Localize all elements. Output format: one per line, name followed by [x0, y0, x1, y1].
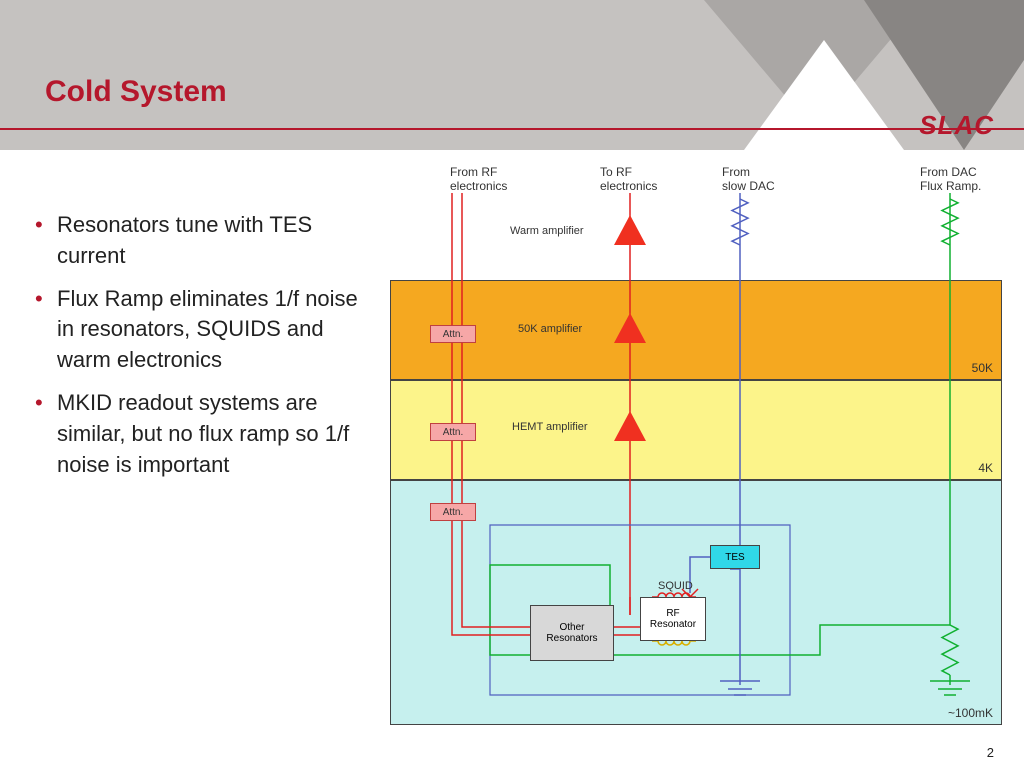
bullet-item: Flux Ramp eliminates 1/f noise in resona… — [35, 284, 375, 376]
attenuator: Attn. — [430, 423, 476, 441]
header-divider — [0, 128, 1024, 130]
slac-logo: SLAC — [919, 110, 994, 141]
other-resonators-box: Other Resonators — [530, 605, 614, 661]
rf-resonator-box: RF Resonator — [640, 597, 706, 641]
amplifier-icon — [614, 215, 646, 245]
attenuator: Attn. — [430, 503, 476, 521]
cold-system-diagram: 50K4K~100mKFrom RF electronicsTo RF elec… — [390, 165, 1002, 740]
header-triangle-decoration — [744, 40, 904, 150]
amplifier-label: HEMT amplifier — [512, 421, 588, 433]
amplifier-icon — [614, 313, 646, 343]
diagram-wires — [390, 165, 1002, 740]
amplifier-icon — [614, 411, 646, 441]
squid-label: SQUID — [658, 580, 693, 592]
signal-label: From DAC Flux Ramp. — [920, 165, 981, 194]
amplifier-label: Warm amplifier — [510, 225, 584, 237]
tes-box: TES — [710, 545, 760, 569]
signal-label: To RF electronics — [600, 165, 657, 194]
bullet-item: MKID readout systems are similar, but no… — [35, 388, 375, 480]
bullet-item: Resonators tune with TES current — [35, 210, 375, 272]
bullet-list: Resonators tune with TES current Flux Ra… — [35, 210, 375, 492]
slide-title: Cold System — [45, 75, 227, 109]
page-number: 2 — [987, 745, 994, 760]
attenuator: Attn. — [430, 325, 476, 343]
amplifier-label: 50K amplifier — [518, 323, 582, 335]
signal-label: From RF electronics — [450, 165, 507, 194]
signal-label: From slow DAC — [722, 165, 775, 194]
